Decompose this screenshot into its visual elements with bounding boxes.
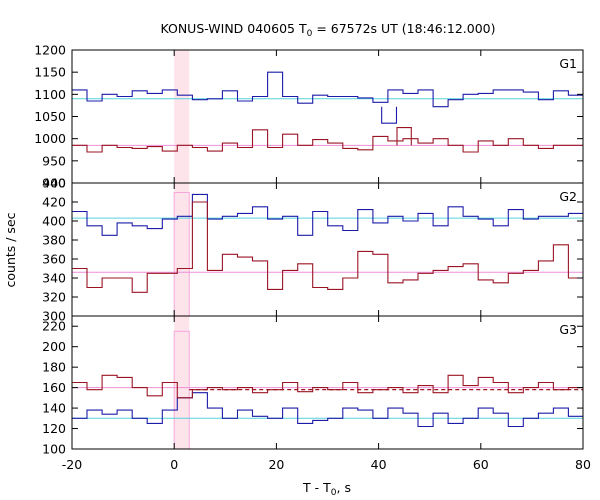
panel-g3-ytick-label: 180 — [42, 360, 66, 375]
panel-g2-ytick-label: 320 — [42, 290, 66, 305]
panel-g3-series-red — [72, 374, 583, 399]
panel-g1-ytick-label: 1200 — [34, 43, 66, 58]
panel-g2: 300 320 340 360 380 400 420 440 G2 — [42, 176, 584, 324]
y-axis-label: counts / sec — [3, 212, 18, 287]
panel-g3-ytick-label: 120 — [42, 421, 66, 436]
panel-g2-series-red — [72, 201, 583, 293]
chart-title-rest: = 67572s UT (18:46:12.000) — [312, 21, 495, 36]
panel-g1-ytick-label: 1000 — [34, 131, 66, 146]
panel-g1-series-red — [72, 129, 583, 153]
panel-g2-ytick-label: 440 — [42, 176, 66, 191]
panel-g3-ytick-label: 140 — [42, 401, 66, 416]
panel-g1-red-spike — [396, 127, 412, 146]
panel-g2-ytick-label: 340 — [42, 271, 66, 286]
panel-g3-label: G3 — [559, 322, 577, 337]
chart-title-main: KONUS-WIND 040605 T — [160, 21, 306, 36]
panel-g1-blue-dip — [381, 106, 398, 124]
panel-g3-ytick-label: 220 — [42, 319, 66, 334]
x-tick-label: 40 — [371, 457, 387, 472]
chart-title-subscript: 0 — [307, 29, 313, 39]
panel-g3-series-blue — [72, 392, 583, 428]
x-tick-label: 60 — [473, 457, 489, 472]
panel-g1: 900 950 1000 1050 1100 1150 1200 G1 — [34, 43, 584, 191]
panel-g1-ytick-label: 950 — [42, 153, 66, 168]
panel-g2-ytick-label: 420 — [42, 195, 66, 210]
panel-g2-ytick-label: 400 — [42, 214, 66, 229]
panel-g1-label: G1 — [559, 56, 577, 71]
panel-g2-ytick-label: 300 — [42, 309, 66, 324]
x-tick-label: 0 — [170, 457, 178, 472]
panel-g1-frame — [71, 49, 584, 184]
x-axis-label-rest: , s — [337, 480, 351, 495]
panel-g1-ytick-label: 1100 — [34, 87, 66, 102]
trigger-highlight-band — [174, 50, 190, 449]
panel-g3-ytick-label: 200 — [42, 339, 66, 354]
panel-g3-ytick-label: 100 — [42, 442, 66, 457]
panel-g1-series-blue — [72, 71, 583, 108]
x-axis-label-main: T - T — [302, 480, 331, 495]
x-axis-label: T - T0, s — [302, 480, 351, 498]
panel-g2-label: G2 — [559, 189, 577, 204]
panel-g1-ytick-label: 1150 — [34, 65, 66, 80]
panel-g3-ytick-label: 160 — [42, 380, 66, 395]
chart-title: KONUS-WIND 040605 T0 = 67572s UT (18:46:… — [160, 21, 495, 39]
x-tick-label: 80 — [575, 457, 591, 472]
panel-g3: 100 120 140 160 180 200 220 G3 — [42, 315, 584, 457]
plot-layer: 90095010001050110011501200G1300320340360… — [34, 43, 591, 473]
x-tick-label: 20 — [268, 457, 284, 472]
panel-g2-ytick-label: 360 — [42, 252, 66, 267]
panel-g1-ytick-label: 900 — [42, 176, 66, 191]
panel-g1-ytick-label: 1050 — [34, 109, 66, 124]
panel-g3-frame — [71, 315, 584, 450]
x-axis-label-subscript: 0 — [331, 488, 337, 498]
panel-g2-ytick-label: 380 — [42, 233, 66, 248]
panel-g2-frame — [71, 182, 584, 317]
x-tick-label: -20 — [62, 457, 82, 472]
panel-g2-series-blue — [72, 193, 583, 236]
